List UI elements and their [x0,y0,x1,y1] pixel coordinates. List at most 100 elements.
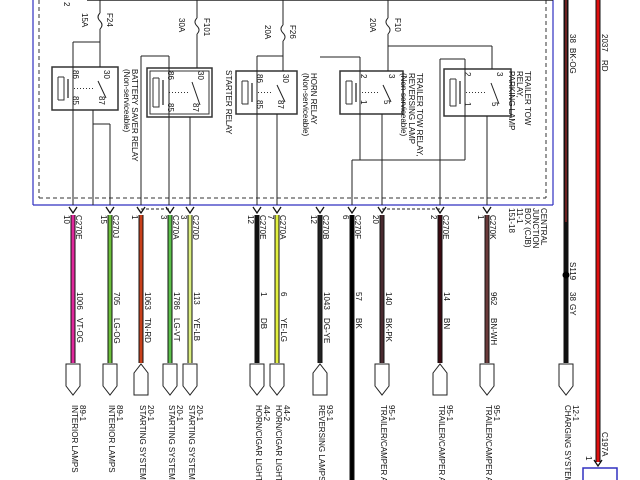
relay-pin-label: 87 [276,100,285,109]
wire [563,222,569,363]
destination-label: HORN/CIGAR LIGHT [254,405,263,480]
circuit-number: 1006 [75,292,84,310]
connector-terminal-icon [249,363,265,396]
wire-color-code: DG-YE [322,318,331,343]
circuit-number: 1043 [322,292,331,310]
top-fragment-label: 2 [62,2,71,7]
connector-label: C270E [258,215,267,239]
pin-label: 3 [159,215,168,220]
connector-terminal-icon [374,363,390,396]
connector-arrow-icon [315,206,325,215]
connector-terminal-icon [269,363,285,396]
wire [275,215,279,363]
circuit-number: 14 [442,292,451,301]
destination-code: 95-1 [445,405,454,422]
relay-pin-label: 30 [281,74,290,83]
circuit-number: 705 [112,292,121,306]
relay-name: HORN RELAY [309,73,318,125]
wire-color-code: YE-LB [192,318,201,341]
pin-label: 12 [309,215,318,224]
relay-pin-label: 1 [463,102,472,107]
destination-code: 12-1 [571,405,580,422]
destination-label: HORN/CIGAR LIGHT [274,405,283,480]
relay-pin-label: 3 [495,72,504,77]
connector-terminal-icon [558,363,574,396]
wire [485,215,489,363]
relay-pin-label: 86 [166,71,175,80]
connector-terminal-icon [432,363,448,396]
relay-pin-label: 5 [490,102,499,107]
connector-label: C270E [74,215,83,239]
junction-box-label: 11-1 [515,208,524,224]
destination-label: STARTING SYSTEM [187,405,196,480]
wire [255,215,259,363]
relay-pin-label: 2 [359,74,368,79]
connector-arrow-icon [68,206,78,215]
relay-pin-label: 86 [255,74,264,83]
destination-code: 44-2 [262,405,271,422]
splice-label: S119 [568,262,577,281]
circuit-number: 1786 [172,292,181,310]
wire-color-code: VT-OG [75,318,84,343]
relay-pin-label: 87 [191,103,200,112]
connector-terminal-icon [133,363,149,396]
destination-code: 95-1 [492,405,501,422]
relay-coil-icon [345,80,353,105]
connector-arrow-icon [185,206,195,215]
connector-arrow-icon [435,206,445,215]
connector-terminal-icon [312,363,328,396]
pin-label: 15 [99,215,108,224]
circuit-number: 38 [568,34,577,43]
wire-color-code: BK-PK [384,318,393,343]
wire [438,215,442,363]
destination-label: INTERIOR LAMPS [70,405,79,473]
wire [565,0,567,222]
relay-pin-label: 85 [166,103,175,112]
relay-pin-label: 3 [387,74,396,79]
relay-pin-label: 30 [196,71,205,80]
wire [71,215,75,363]
wire-color-code: DB [259,318,268,329]
connector-label: C270E [441,215,450,239]
relay-name: STARTER RELAY [224,70,233,135]
wire-color-code: RD [600,60,609,72]
relay-box [443,68,512,117]
fuse-rating: 20A [263,25,272,40]
relay-switch-icon [276,84,286,103]
pin-label: 1 [476,215,485,220]
wire-color-code: BN [442,318,451,329]
relay-name: TRAILER TOW [523,71,532,126]
destination-label: CHARGING SYSTEM [563,405,572,480]
connector-arrow-icon [272,206,282,215]
connector-arrow-icon [482,206,492,215]
relay-name: (Non-serviceable) [122,69,131,132]
fuse-icon [385,17,391,35]
connector-terminal-icon [65,363,81,396]
relay-inner-box [149,70,210,115]
fuse-icon [194,17,200,35]
connector-label: C197A [600,432,609,457]
relay-pin-label: 86 [71,70,80,79]
destination-label: TRAILER/CAMPER A [379,405,388,480]
relay-pin-label: 2 [463,72,472,77]
destination-code: 89-1 [78,405,87,422]
wire [596,0,600,462]
connector-arrow-icon [593,459,603,468]
relay-name: PARKING LAMP [507,71,516,130]
circuit-number: 962 [489,292,498,306]
pin-label: 1 [130,215,139,220]
destination-code: 89-1 [115,405,124,422]
relay-name: BATTERY SAVER RELAY [130,69,139,162]
destination-label: INTERIOR LAMPS [107,405,116,473]
connector-arrow-icon [252,206,262,215]
pin-label: 12 [246,215,255,224]
destination-code: 95-1 [387,405,396,422]
splice-dot [562,271,570,279]
relay-switch-icon [382,84,392,103]
relay-pin-label: 87 [97,96,106,105]
fuse-rating: 30A [177,18,186,33]
wire [139,215,143,363]
destination-code: 20-1 [175,405,184,422]
destination-label: REVERSING LAMPS [317,405,326,480]
circuit-number: 1 [259,292,268,297]
